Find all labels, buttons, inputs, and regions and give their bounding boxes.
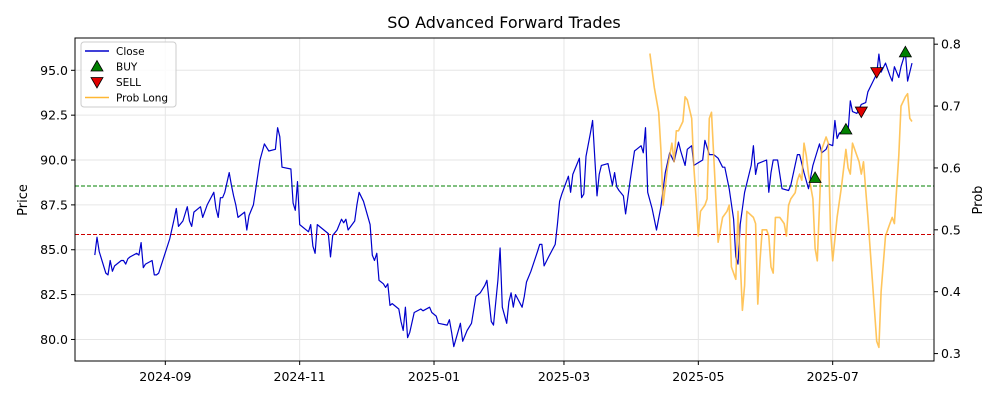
legend-swatch (90, 59, 104, 72)
buy-marker (839, 122, 853, 135)
y-axis-label-left: Price (16, 184, 31, 216)
y-tick-label-left: 87.5 (40, 197, 68, 212)
legend: Close BUY SELL Prob Long (80, 41, 177, 108)
plot-frame (74, 37, 935, 362)
sell-marker (854, 106, 869, 119)
series-layer (94, 51, 913, 349)
threshold-lines (75, 185, 934, 235)
marker-layer (808, 45, 913, 183)
y-tick-label-right: 0.3 (941, 346, 961, 361)
x-tick-label: 2025-01 (408, 369, 460, 384)
y-tick-label-right: 0.7 (941, 99, 961, 114)
x-tick-label: 2024-11 (274, 369, 326, 384)
legend-label: SELL (116, 77, 141, 89)
buy-marker (808, 171, 822, 183)
x-tick-label: 2024-09 (139, 369, 191, 384)
sell-marker (870, 67, 884, 79)
close-price-line (94, 51, 913, 348)
legend-box (80, 41, 177, 108)
y-tick-label-left: 85.0 (40, 242, 68, 257)
prob-long-line (649, 53, 913, 349)
y-tick-label-right: 0.5 (941, 222, 961, 237)
x-tick-label: 2025-07 (807, 369, 859, 384)
x-axis: 2024-09 2024-11 2025-01 2025-03 2025-05 2025-… (139, 361, 859, 384)
y-tick-label-right: 0.4 (941, 284, 961, 299)
chart-title: SO Advanced Forward Trades (387, 13, 621, 32)
buy-marker (898, 45, 913, 58)
legend-swatch (90, 77, 104, 89)
y-axis-right: 0.3 0.4 0.5 0.6 0.7 0.8 (934, 37, 961, 361)
x-tick-label: 2025-03 (538, 369, 590, 384)
grid-layer (75, 38, 934, 361)
y-tick-label-left: 90.0 (40, 153, 68, 168)
y-tick-label-left: 80.0 (40, 332, 68, 347)
legend-label: Prob Long (116, 92, 168, 104)
y-tick-label-right: 0.8 (941, 37, 961, 52)
legend-label: Close (116, 46, 145, 58)
y-tick-label-left: 95.0 (40, 63, 68, 78)
y-axis-left: 80.0 82.5 85.0 87.5 90.0 92.5 95.0 (40, 63, 75, 347)
x-tick-label: 2025-05 (672, 369, 724, 384)
y-tick-label-left: 92.5 (40, 108, 68, 123)
y-axis-label-right: Prob (971, 186, 986, 215)
legend-label: BUY (116, 61, 138, 73)
y-tick-label-left: 82.5 (40, 287, 68, 302)
y-tick-label-right: 0.6 (941, 160, 961, 175)
